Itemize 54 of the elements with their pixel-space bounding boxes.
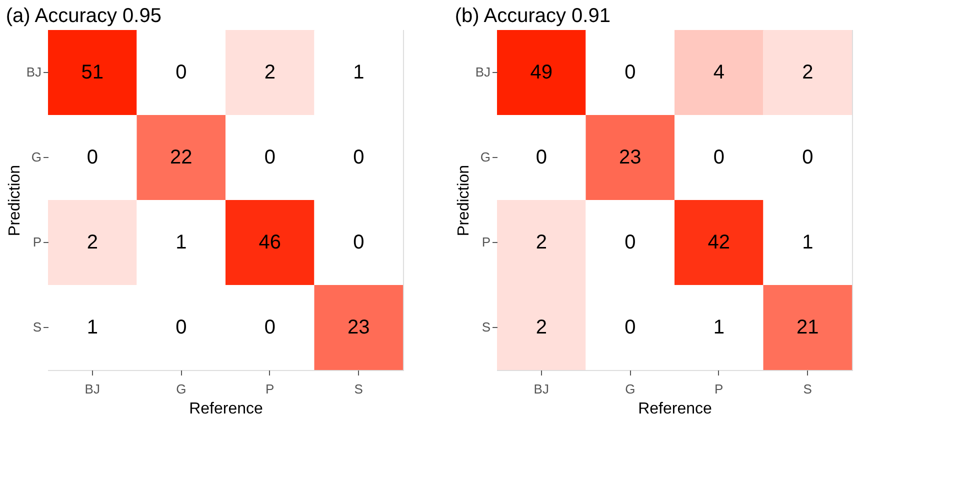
data-label: 2 [536, 232, 547, 254]
data-label: 1 [802, 232, 814, 254]
x-tick-label: P [714, 382, 724, 396]
data-label: 23 [348, 316, 370, 338]
data-label: 2 [536, 316, 547, 338]
data-label: 4 [713, 62, 724, 84]
x-tick-label: G [625, 382, 636, 396]
data-label: 1 [176, 232, 187, 254]
data-label: 0 [353, 232, 364, 254]
data-label: 0 [624, 316, 636, 338]
y-tick-label: BJ [26, 64, 42, 80]
data-label: 42 [708, 232, 730, 254]
data-label: 0 [713, 146, 724, 168]
data-label: 1 [713, 316, 724, 338]
y-tick-label: G [31, 150, 42, 164]
data-label: 46 [258, 232, 281, 254]
y-tick-label: S [32, 320, 42, 334]
data-label: 22 [170, 146, 192, 168]
y-tick-label: G [480, 150, 490, 164]
data-label: 2 [86, 232, 98, 254]
data-label: 0 [86, 146, 98, 168]
data-label: 0 [176, 62, 187, 84]
data-label: 49 [530, 62, 552, 84]
x-axis-title: Reference [189, 400, 264, 418]
y-tick-label: BJ [475, 64, 490, 80]
x-tick-label: P [266, 382, 274, 396]
y-tick-label: S [482, 320, 491, 334]
x-tick-label: G [176, 382, 186, 396]
data-label: 2 [802, 62, 814, 84]
data-label: 0 [176, 316, 187, 338]
data-label: 51 [81, 62, 104, 84]
data-label: 23 [619, 146, 642, 168]
data-label: 0 [264, 146, 276, 168]
x-axis-title: Reference [638, 400, 712, 418]
x-tick-label: S [354, 382, 364, 396]
chart-title: (b) Accuracy 0.91 [454, 5, 610, 27]
chart-title: (a) Accuracy 0.95 [6, 5, 162, 27]
data-label: 0 [624, 62, 636, 84]
y-axis-title: Prediction [455, 164, 472, 236]
data-label: 2 [264, 62, 276, 84]
data-label: 0 [536, 146, 547, 168]
y-axis-title: Prediction [6, 164, 24, 236]
data-label: 0 [802, 146, 814, 168]
data-label: 0 [624, 232, 636, 254]
x-tick-label: BJ [534, 382, 549, 396]
y-tick-label: P [32, 234, 42, 250]
x-tick-label: BJ [84, 382, 100, 396]
data-label: 21 [796, 316, 819, 338]
data-label: 0 [264, 316, 276, 338]
data-label: 0 [353, 146, 364, 168]
x-tick-label: S [803, 382, 812, 396]
data-label: 1 [86, 316, 98, 338]
y-tick-label: P [482, 234, 490, 250]
data-label: 1 [353, 62, 364, 84]
